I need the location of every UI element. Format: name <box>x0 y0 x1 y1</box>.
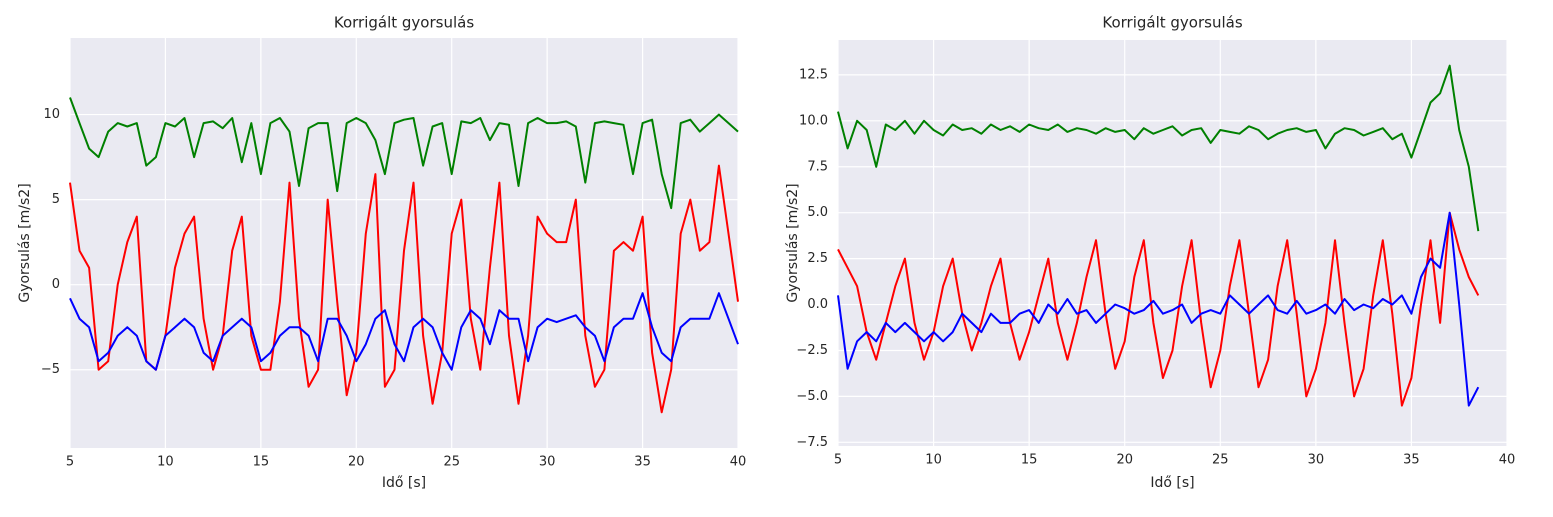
y-tick-label: 0.0 <box>807 297 828 312</box>
y-tick-label: 10 <box>43 107 60 122</box>
x-tick-label: 35 <box>1403 453 1420 468</box>
y-tick-label: 5 <box>52 192 60 207</box>
series-line <box>69 292 739 371</box>
y-tick-label: 5.0 <box>807 205 828 220</box>
plot-area <box>70 38 738 448</box>
x-tick-label: 20 <box>1116 453 1133 468</box>
x-tick-label: 15 <box>1021 453 1038 468</box>
x-tick-label: 5 <box>66 455 74 470</box>
x-axis-label: Idő [s] <box>382 475 426 491</box>
x-tick-label: 5 <box>834 453 842 468</box>
chart-title: Korrigált gyorsulás <box>1102 14 1242 32</box>
chart-title: Korrigált gyorsulás <box>334 14 474 32</box>
y-tick-label: 0 <box>52 277 60 292</box>
y-tick-label: −7.5 <box>796 435 828 450</box>
x-tick-label: 10 <box>925 453 942 468</box>
series-line <box>69 97 739 210</box>
y-tick-label: 12.5 <box>799 67 828 82</box>
plot-area <box>838 40 1507 446</box>
x-tick-label: 10 <box>157 455 174 470</box>
y-tick-label: −2.5 <box>796 343 828 358</box>
x-tick-label: 40 <box>730 455 747 470</box>
x-tick-label: 20 <box>348 455 365 470</box>
x-tick-label: 25 <box>1212 453 1229 468</box>
series-line <box>69 164 739 414</box>
y-tick-label: −5 <box>41 362 60 377</box>
subplot: 5 10 15 20 25 30 35 40 −5 0 5 10 Korrigált gyorsulás… <box>17 14 746 492</box>
series-line <box>837 64 1480 232</box>
x-tick-label: 40 <box>1499 453 1516 468</box>
x-tick-label: 30 <box>1308 453 1325 468</box>
x-tick-label: 30 <box>539 455 556 470</box>
subplot: 5 10 15 20 25 30 35 40 −7.5 −5.0 −2.5 0.0 2.5 5.0 7.5 1… <box>785 14 1515 492</box>
x-tick-label: 15 <box>253 455 270 470</box>
y-tick-label: −5.0 <box>796 389 828 404</box>
x-axis-label: Idő [s] <box>1150 475 1194 491</box>
x-tick-label: 35 <box>634 455 651 470</box>
x-tick-label: 25 <box>443 455 460 470</box>
y-axis-label: Gyorsulás [m/s2] <box>17 183 33 302</box>
y-tick-label: 7.5 <box>807 159 828 174</box>
y-tick-label: 10.0 <box>799 113 828 128</box>
y-axis-label: Gyorsulás [m/s2] <box>785 183 801 302</box>
series-line <box>837 211 1480 407</box>
y-tick-label: 2.5 <box>807 251 828 266</box>
